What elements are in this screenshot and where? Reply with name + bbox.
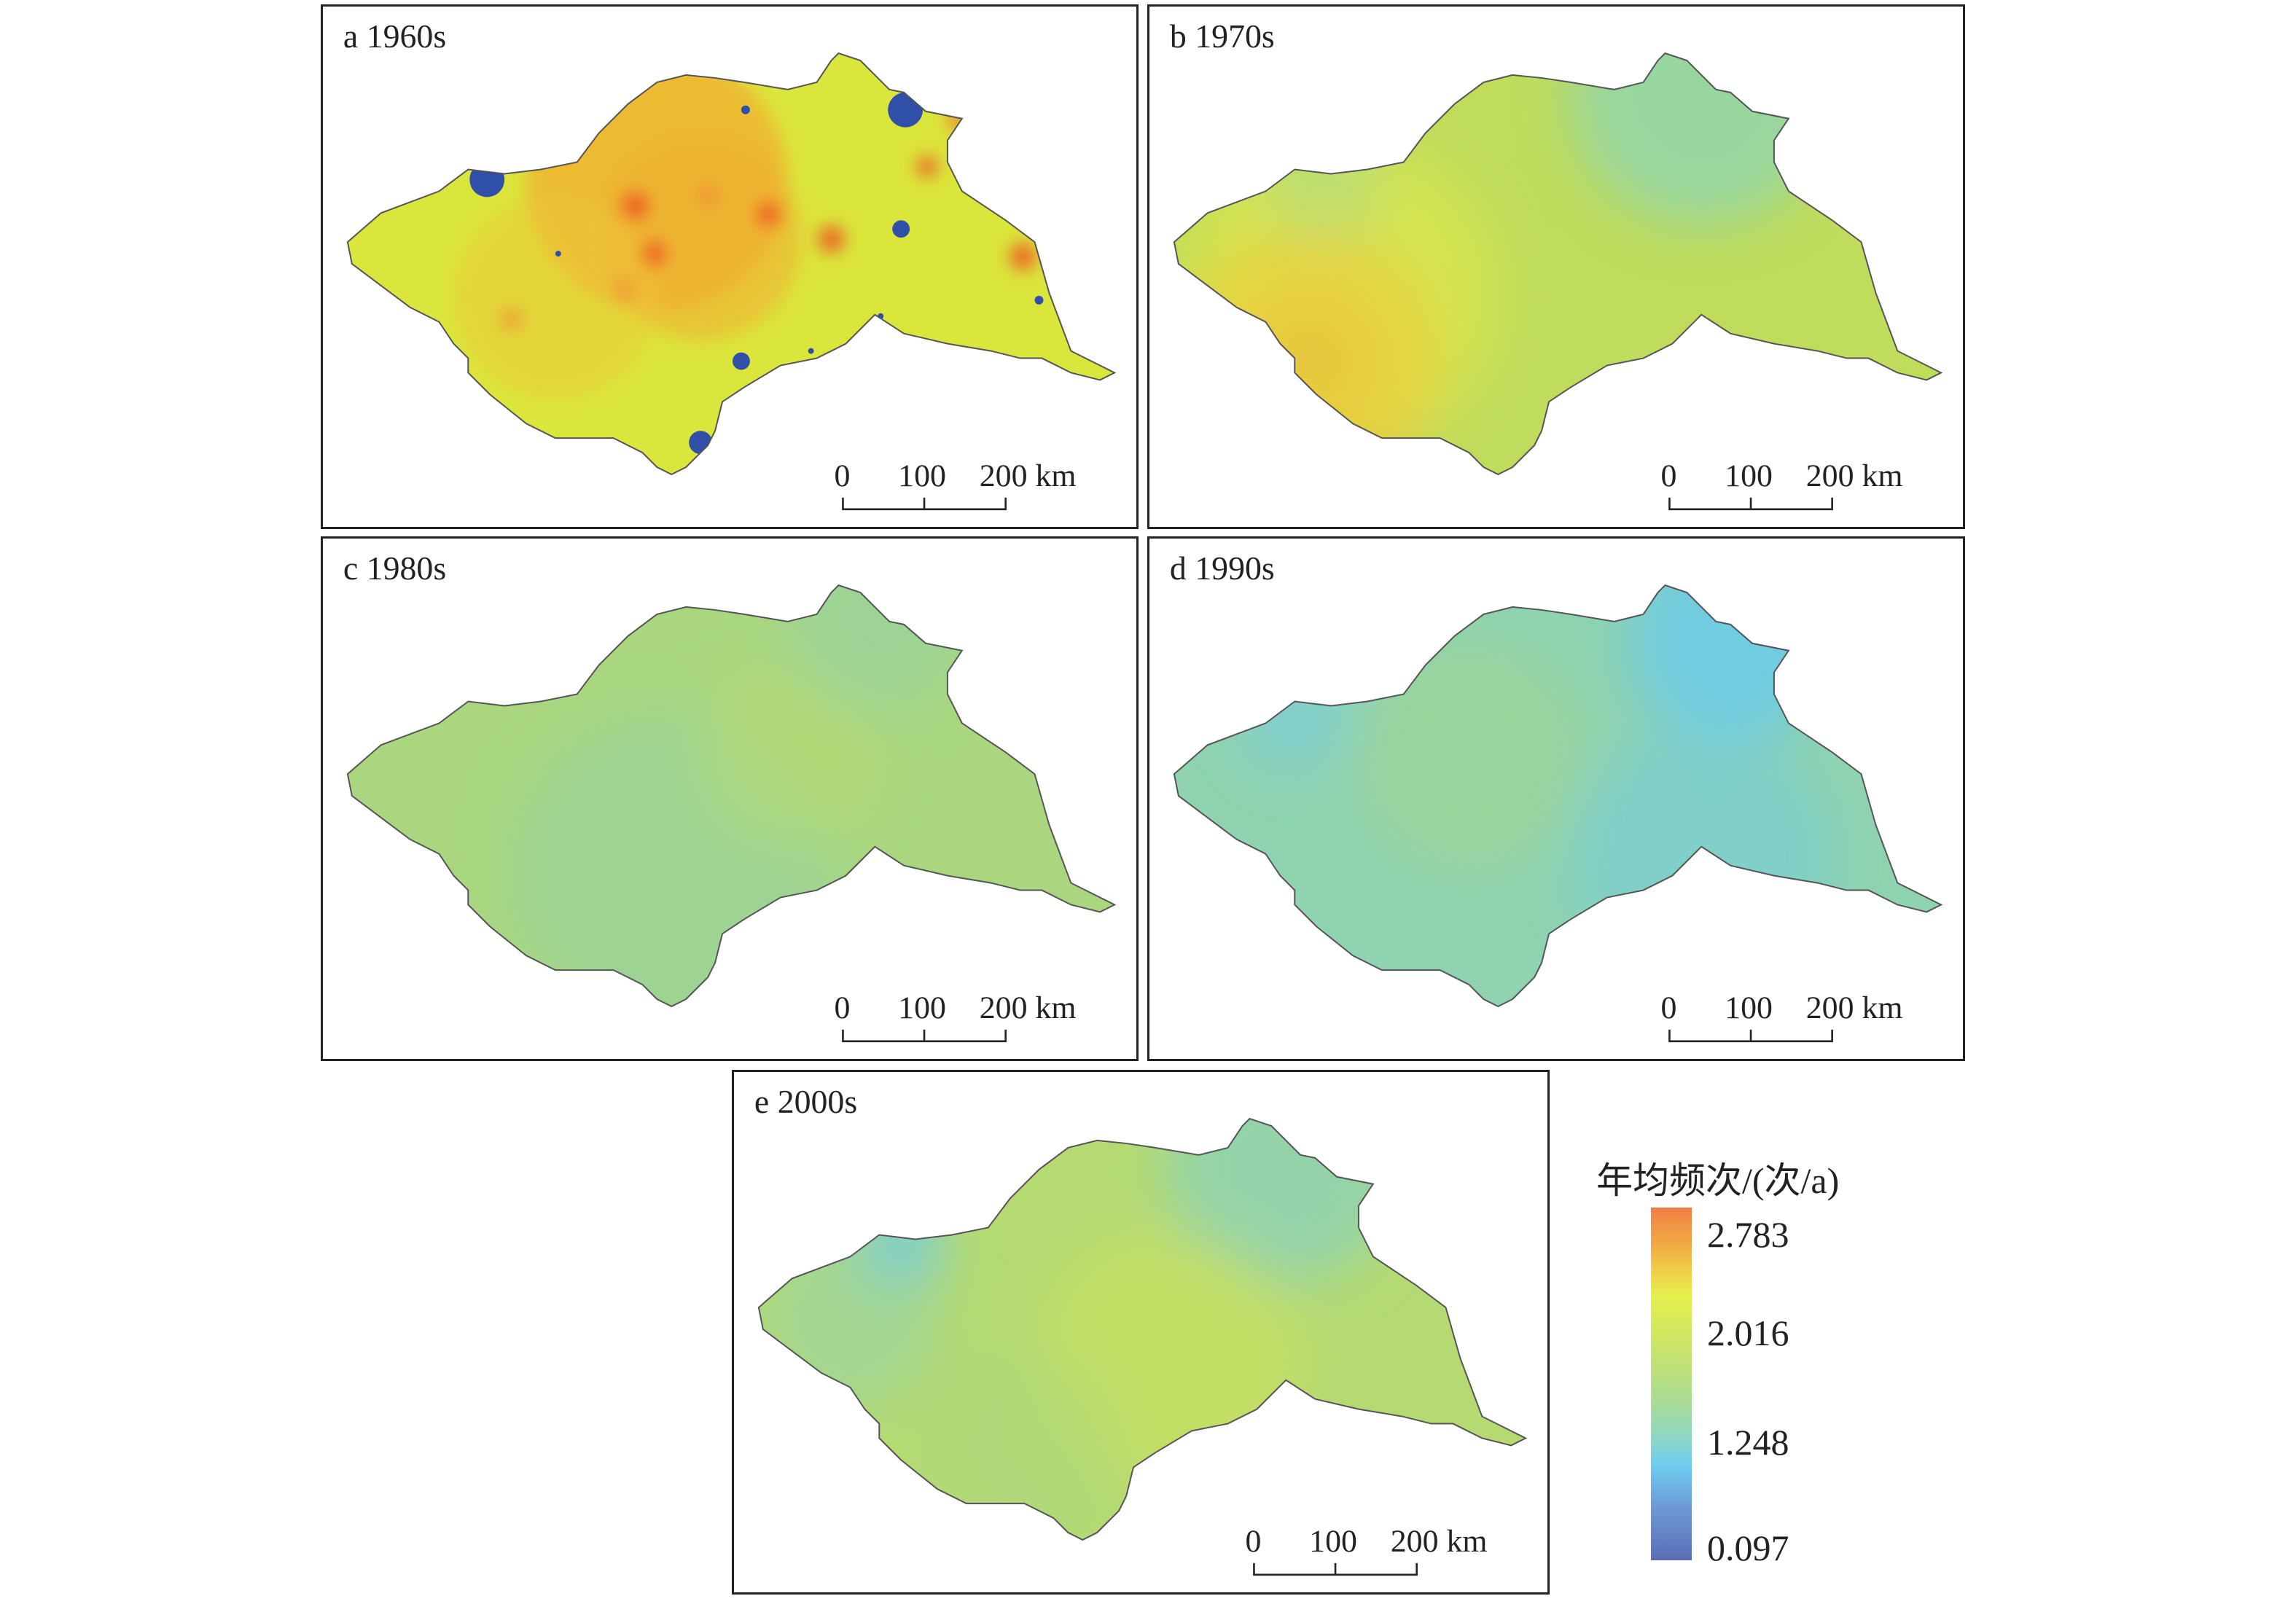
legend-color-ramp: [1651, 1208, 1692, 1560]
surface-blob: [613, 278, 637, 302]
legend-tick-min: 0.097: [1707, 1527, 1789, 1568]
surface-blob: [1353, 640, 1585, 873]
surface-blob: [453, 195, 657, 399]
region-boundary: [1173, 584, 1943, 1008]
surface-blob: [818, 226, 845, 253]
map-panel-1980s: c 1980s 0 100 200 km: [321, 536, 1139, 1061]
scale-bar-label-100: 100: [1725, 458, 1773, 493]
map-panel-2000s: e 2000s 0 100 200 km: [732, 1070, 1550, 1595]
scale-bar-label-100: 100: [898, 458, 946, 493]
scale-bar-label-100: 100: [1309, 1524, 1357, 1559]
surface-blob: [641, 240, 668, 267]
map-panel-1960s: a 1960s 0 100 200 km: [321, 4, 1139, 529]
map-panel-1970s: b 1970s 0 100 200 km: [1147, 4, 1965, 529]
scale-bar-label-0: 0: [1660, 990, 1676, 1025]
panel-label: a 1960s: [343, 17, 446, 55]
surface-blob: [923, 1347, 1127, 1540]
region-boundary: [1173, 52, 1943, 476]
surface-blob: [696, 184, 720, 208]
scale-bar-label-200: 200 km: [1391, 1524, 1488, 1559]
surface-blob: [1236, 654, 1353, 772]
legend-title: 年均频次/(次/a): [1596, 1160, 1840, 1201]
scale-bar: 0 100 200 km: [1245, 1524, 1488, 1576]
low-value-station: [888, 92, 924, 128]
map-panel-1990s: d 1990s 0 100 200 km: [1147, 536, 1965, 1061]
panel-label: e 2000s: [754, 1083, 857, 1120]
legend-tick-max: 2.783: [1707, 1214, 1789, 1255]
low-value-station: [732, 352, 750, 370]
low-value-station: [1034, 295, 1044, 305]
interpolated-frequency-surface: [1174, 585, 1942, 1006]
surface-blob: [700, 669, 875, 844]
region-boundary: [346, 52, 1117, 476]
panel-label: d 1990s: [1170, 549, 1275, 587]
surface-blob: [1166, 1119, 1399, 1285]
panel-label: b 1970s: [1170, 17, 1275, 55]
surface-blob: [1010, 243, 1036, 270]
scale-bar-label-100: 100: [898, 990, 946, 1025]
low-value-station: [555, 251, 561, 257]
scale-bar: 0 100 200 km: [834, 990, 1077, 1043]
scale-bar: 0 100 200 km: [1660, 990, 1903, 1043]
scale-bar-label-100: 100: [1725, 990, 1773, 1025]
interpolated-frequency-surface: [347, 585, 1115, 1006]
surface-blob: [1265, 122, 1382, 240]
panel-label: c 1980s: [343, 549, 446, 587]
scale-bar-label-200: 200 km: [1806, 990, 1903, 1025]
legend-tick-2: 2.016: [1707, 1312, 1789, 1353]
surface-blob: [1628, 585, 1832, 743]
surface-blob: [917, 156, 937, 177]
low-value-station: [741, 105, 750, 114]
interpolated-frequency-surface: [347, 53, 1115, 474]
low-value-station: [469, 162, 505, 197]
surface-blob: [1570, 727, 1832, 990]
scale-bar-label-0: 0: [834, 458, 850, 493]
scale-bar-label-200: 200 km: [980, 458, 1077, 493]
scale-bar-label-200: 200 km: [1806, 458, 1903, 493]
interpolated-frequency-surface: [758, 1119, 1526, 1540]
scale-bar-label-0: 0: [1245, 1524, 1261, 1559]
surface-blob: [755, 201, 782, 228]
scale-bar-label-0: 0: [1660, 458, 1676, 493]
surface-blob: [500, 307, 524, 331]
surface-blob: [1570, 53, 1832, 225]
scale-bar-label-0: 0: [834, 990, 850, 1025]
legend-tick-3: 1.248: [1707, 1422, 1789, 1463]
scale-bar-label-200: 200 km: [980, 990, 1077, 1025]
low-value-station: [808, 348, 814, 354]
interpolated-frequency-surface: [1174, 53, 1942, 474]
surface-blob: [787, 585, 962, 713]
scale-bar: 0 100 200 km: [1660, 458, 1903, 511]
surface-blob: [620, 191, 650, 221]
low-value-station: [892, 220, 910, 238]
surface-blob: [762, 1232, 937, 1407]
region-boundary: [757, 1117, 1528, 1541]
scale-bar: 0 100 200 km: [834, 458, 1077, 511]
region-boundary: [346, 584, 1117, 1008]
